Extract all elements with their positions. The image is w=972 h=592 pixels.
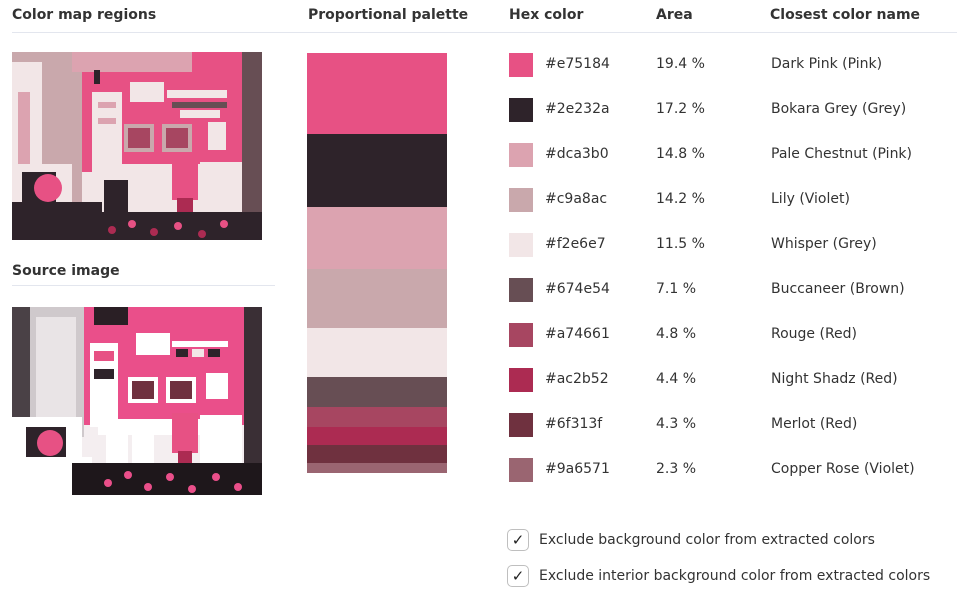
palette-band: [307, 328, 447, 377]
color-swatch: [509, 278, 533, 302]
checkmark-icon: ✓: [511, 567, 525, 585]
palette-band: [307, 376, 447, 407]
color-name: Merlot (Red): [771, 416, 858, 432]
color-swatch: [509, 323, 533, 347]
color-name: Buccaneer (Brown): [771, 281, 905, 297]
palette-band: [307, 426, 447, 446]
hex-value: #a74661: [545, 326, 610, 342]
hex-value: #2e232a: [545, 101, 610, 117]
color-name: Copper Rose (Violet): [771, 461, 915, 477]
hex-value: #e75184: [545, 56, 610, 72]
area-value: 4.4 %: [656, 371, 697, 387]
color-swatch: [509, 53, 533, 77]
color-map-image: [12, 52, 262, 240]
color-name: Rouge (Red): [771, 326, 858, 342]
exclude-interior-background-checkbox[interactable]: ✓: [507, 565, 529, 587]
area-value: 14.2 %: [656, 191, 705, 207]
area-value: 4.3 %: [656, 416, 697, 432]
palette-heading: Proportional palette: [308, 7, 469, 23]
palette-band: [307, 463, 447, 473]
header-divider: [12, 32, 957, 33]
option-label[interactable]: Exclude background color from extracted …: [539, 532, 875, 548]
color-name: Whisper (Grey): [771, 236, 877, 252]
area-value: 14.8 %: [656, 146, 705, 162]
hex-value: #9a6571: [545, 461, 610, 477]
color-swatch: [509, 143, 533, 167]
palette-band: [307, 134, 447, 207]
hex-value: #f2e6e7: [545, 236, 606, 252]
hex-value: #c9a8ac: [545, 191, 608, 207]
source-divider: [12, 285, 275, 286]
color-swatch: [509, 368, 533, 392]
area-heading: Area: [656, 7, 693, 23]
color-swatch: [509, 188, 533, 212]
hex-value: #6f313f: [545, 416, 603, 432]
exclude-background-checkbox[interactable]: ✓: [507, 529, 529, 551]
color-name: Night Shadz (Red): [771, 371, 898, 387]
area-value: 19.4 %: [656, 56, 705, 72]
area-value: 17.2 %: [656, 101, 705, 117]
color-name-heading: Closest color name: [770, 7, 921, 23]
hex-value: #dca3b0: [545, 146, 609, 162]
palette-band: [307, 53, 447, 135]
color-swatch: [509, 98, 533, 122]
color-name: Lily (Violet): [771, 191, 850, 207]
option-label[interactable]: Exclude interior background color from e…: [539, 568, 931, 584]
source-image-heading: Source image: [12, 263, 120, 279]
hex-value: #ac2b52: [545, 371, 609, 387]
area-value: 2.3 %: [656, 461, 697, 477]
area-value: 4.8 %: [656, 326, 697, 342]
area-value: 11.5 %: [656, 236, 705, 252]
color-swatch: [509, 458, 533, 482]
palette-band: [307, 406, 447, 427]
color-name: Dark Pink (Pink): [771, 56, 883, 72]
palette-band: [307, 445, 447, 464]
color-swatch: [509, 233, 533, 257]
color-map-heading: Color map regions: [12, 7, 157, 23]
color-name: Bokara Grey (Grey): [771, 101, 907, 117]
checkmark-icon: ✓: [511, 531, 525, 549]
palette-band: [307, 268, 447, 329]
proportional-palette: [307, 53, 447, 473]
color-name: Pale Chestnut (Pink): [771, 146, 913, 162]
color-swatch: [509, 413, 533, 437]
palette-band: [307, 206, 447, 269]
area-value: 7.1 %: [656, 281, 697, 297]
hex-heading: Hex color: [509, 7, 584, 23]
hex-value: #674e54: [545, 281, 610, 297]
source-image: [12, 307, 262, 495]
